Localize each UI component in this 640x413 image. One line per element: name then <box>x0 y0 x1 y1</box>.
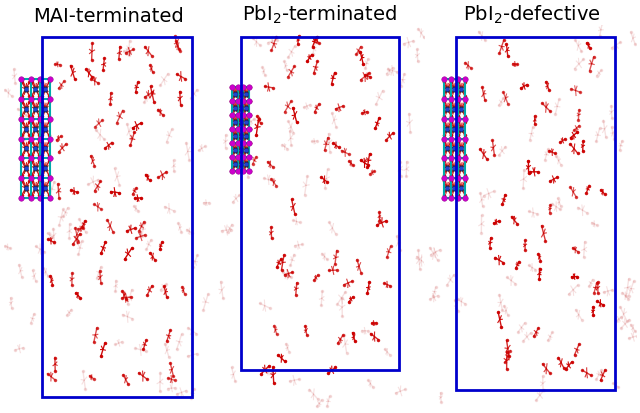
Bar <box>241 38 399 370</box>
Title: PbI$_2$-terminated: PbI$_2$-terminated <box>243 4 397 26</box>
Title: MAI-terminated: MAI-terminated <box>33 7 184 26</box>
Title: PbI$_2$-defective: PbI$_2$-defective <box>463 4 600 26</box>
Bar <box>456 38 615 390</box>
Bar <box>456 38 615 390</box>
Bar <box>42 38 192 397</box>
Bar <box>241 38 399 370</box>
Bar <box>42 38 192 397</box>
